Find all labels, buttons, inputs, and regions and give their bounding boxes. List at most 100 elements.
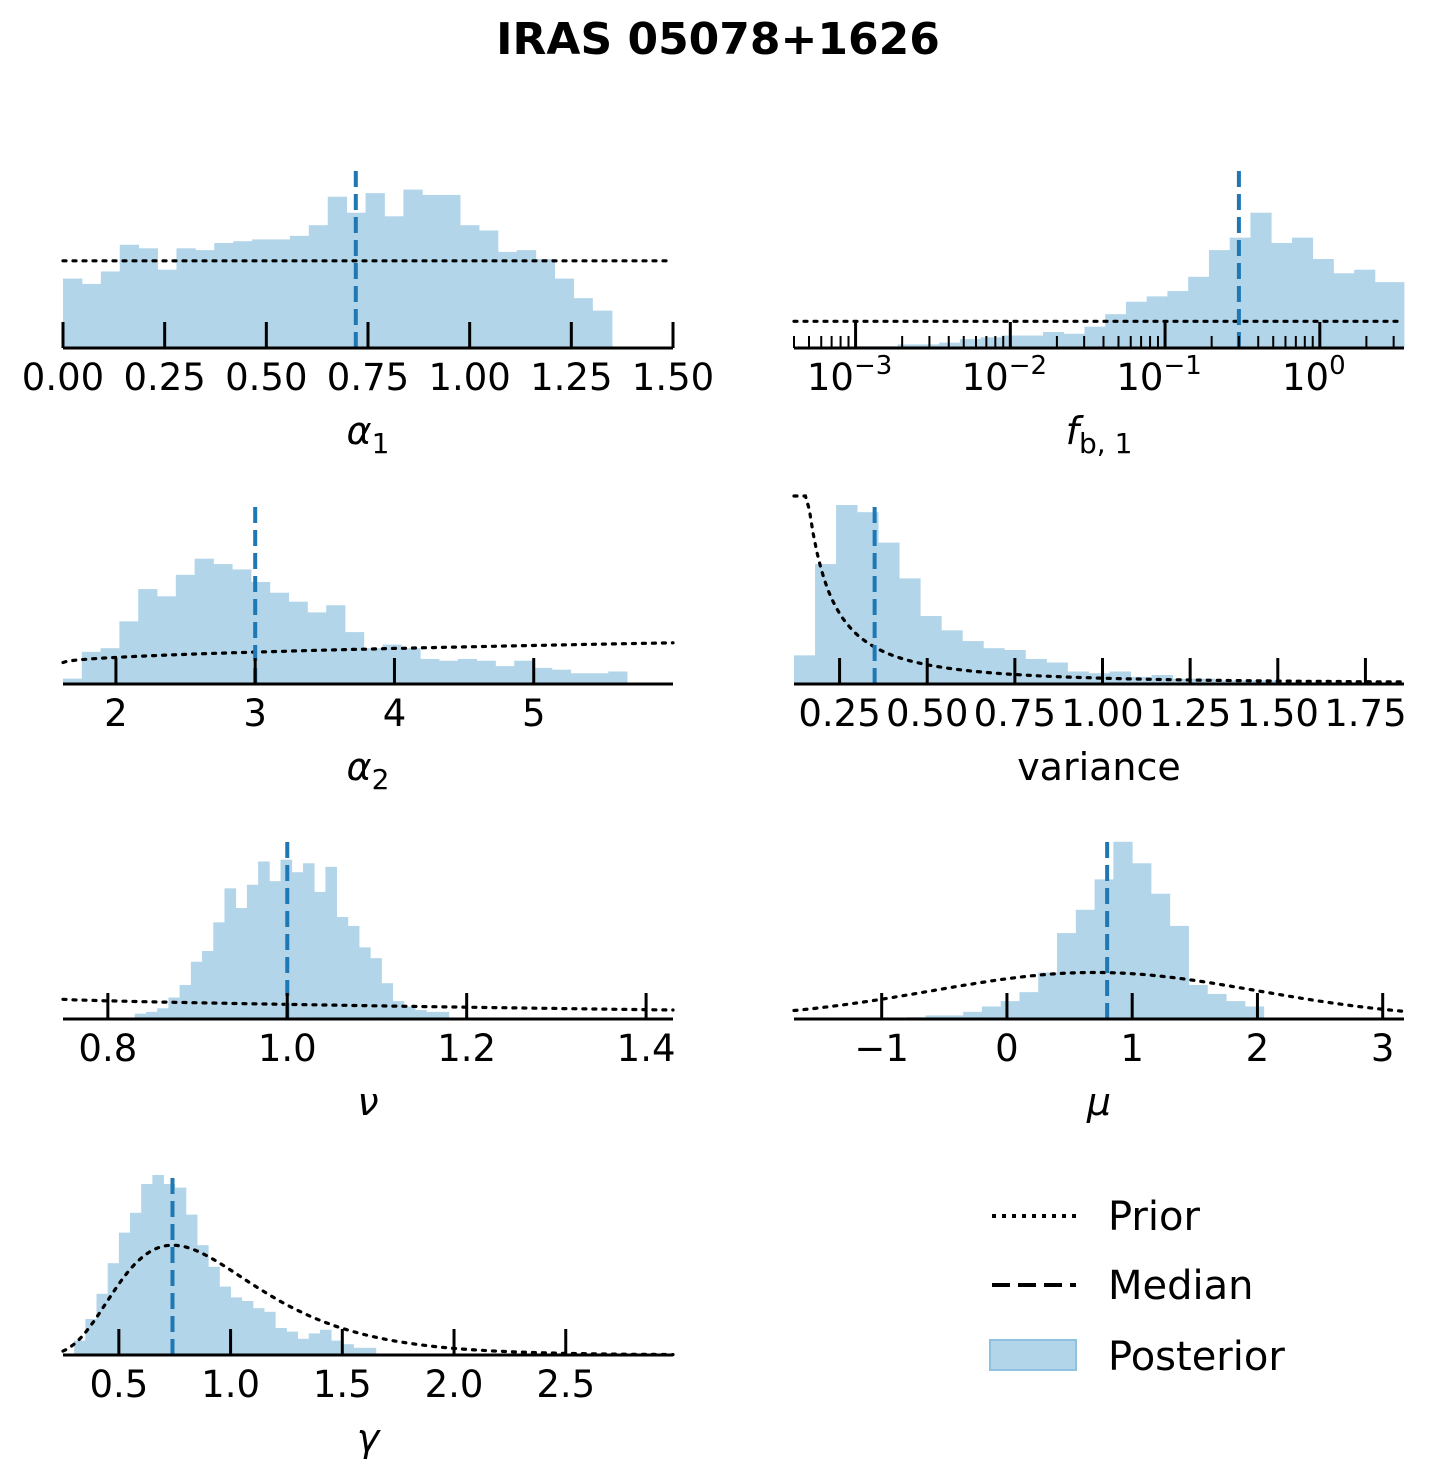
hist-bar: [516, 250, 537, 348]
hist-bar: [1214, 680, 1237, 684]
tick-label: 0.25: [123, 356, 205, 399]
hist-bar: [535, 259, 556, 348]
hist-bar: [291, 872, 304, 1019]
hist-bar: [1022, 335, 1044, 348]
panel-mu: −1 0 1 2 3 μ: [792, 840, 1406, 1124]
tick-label: 1.25: [530, 356, 612, 399]
tick-label: 1.50: [1237, 692, 1319, 735]
tick-label: 1.0: [201, 1363, 260, 1406]
axis-label: α2: [347, 745, 390, 796]
hist-bar: [608, 671, 628, 684]
hist-bar: [1172, 678, 1195, 684]
axis-label: variance: [1017, 745, 1181, 789]
hist-bar: [422, 194, 442, 348]
prior-curve: [61, 641, 675, 665]
prior-curve: [792, 970, 1406, 1013]
hist-bar: [1235, 680, 1258, 684]
hist-bar: [346, 212, 366, 348]
tick-label: 2.0: [425, 1363, 484, 1406]
hist-bar: [342, 1344, 354, 1355]
hist-bar: [308, 1333, 321, 1355]
hist-bar: [119, 244, 140, 348]
hist-bar: [1025, 658, 1047, 684]
hist-bar: [331, 1340, 343, 1355]
hist-bar: [980, 337, 1002, 348]
hist-bar: [1046, 662, 1068, 684]
legend-posterior-label: Posterior: [1108, 1334, 1285, 1380]
hist-bar: [1333, 273, 1355, 348]
hist-bar: [420, 658, 440, 684]
hist-bar: [878, 542, 900, 684]
hist-bar: [592, 310, 613, 348]
hist-bar: [138, 248, 158, 348]
hist-bar: [269, 592, 290, 684]
hist-bar: [554, 278, 574, 348]
hist-bar: [514, 660, 534, 684]
hist-bar: [359, 947, 371, 1019]
hist-bar: [119, 621, 139, 684]
hist-bar: [960, 339, 982, 348]
hist-bar: [157, 269, 177, 348]
hist-bar: [1374, 282, 1405, 348]
legend-median-label: Median: [1108, 1263, 1254, 1309]
hist-bar: [1250, 212, 1272, 348]
hist-bar: [589, 673, 609, 684]
hist-bar: [460, 225, 480, 348]
hist-bar: [271, 239, 291, 348]
hist-bar: [288, 601, 308, 684]
panel-variance: 0.25 0.50 0.75 1.00 1.25 1.50 1.75 variance: [792, 494, 1407, 789]
hist-bar: [219, 1286, 231, 1355]
hist-bar: [1207, 993, 1227, 1019]
hist-bar: [392, 1001, 405, 1019]
hist-bar: [208, 1266, 220, 1355]
hist-bar: [81, 283, 102, 348]
hist-bar: [1167, 291, 1189, 348]
axis-label-main: α: [347, 409, 372, 453]
hist-bar: [962, 641, 984, 684]
tick-label: 10−1: [1116, 351, 1201, 399]
hist-bar: [1193, 678, 1216, 684]
hist-bar: [495, 666, 515, 684]
hist-bar: [403, 189, 423, 348]
tick-label: 100: [1282, 351, 1346, 399]
hist-bar: [134, 1013, 147, 1019]
panel-fb1: 10−3 10−2 10−1 100 fb, 1: [792, 170, 1406, 460]
hist-bar: [96, 1293, 109, 1355]
tick-label: 1.50: [632, 356, 714, 399]
tick-label: 0: [995, 1027, 1019, 1070]
hist-bar: [1084, 326, 1106, 348]
figure-title: IRAS 05078+1626: [496, 14, 940, 65]
hist-bar: [570, 673, 590, 684]
hist-bar: [157, 596, 177, 684]
legend-prior-label: Prior: [1108, 1194, 1200, 1240]
tick-label: 10−3: [807, 351, 892, 399]
hist-bar: [289, 235, 310, 348]
tick-exponent: −2: [1009, 351, 1047, 381]
tick-label: 3: [1371, 1027, 1395, 1070]
tick-label: 3: [243, 692, 267, 735]
hist-bar: [185, 1214, 198, 1355]
hist-bar: [1042, 331, 1065, 348]
prior-curve: [61, 997, 675, 1012]
hist-bar: [107, 1263, 120, 1355]
hist-bar: [233, 241, 253, 348]
hist-bar: [364, 1347, 377, 1355]
tick-label: 0.50: [225, 356, 307, 399]
hist-bar: [794, 655, 816, 684]
hist-bar: [381, 983, 394, 1019]
hist-bar: [232, 569, 252, 684]
tick-label: 0.8: [78, 1027, 137, 1070]
hist-bar: [74, 1340, 86, 1355]
hist-bar: [457, 658, 478, 684]
hist-bar: [345, 632, 365, 684]
hist-bar: [426, 1011, 438, 1019]
hist-bar: [152, 1175, 164, 1355]
tick-label: 1.5: [313, 1363, 372, 1406]
hist-bar: [981, 1006, 1002, 1019]
panel-gamma: 0.5 1.0 1.5 2.0 2.5 γ: [61, 1175, 675, 1460]
tick-label: 2.5: [536, 1363, 595, 1406]
hist-bar: [1244, 1006, 1265, 1019]
tick-label: 1.4: [617, 1027, 676, 1070]
hist-bar: [1063, 333, 1085, 348]
tick-label: 1: [1120, 1027, 1144, 1070]
